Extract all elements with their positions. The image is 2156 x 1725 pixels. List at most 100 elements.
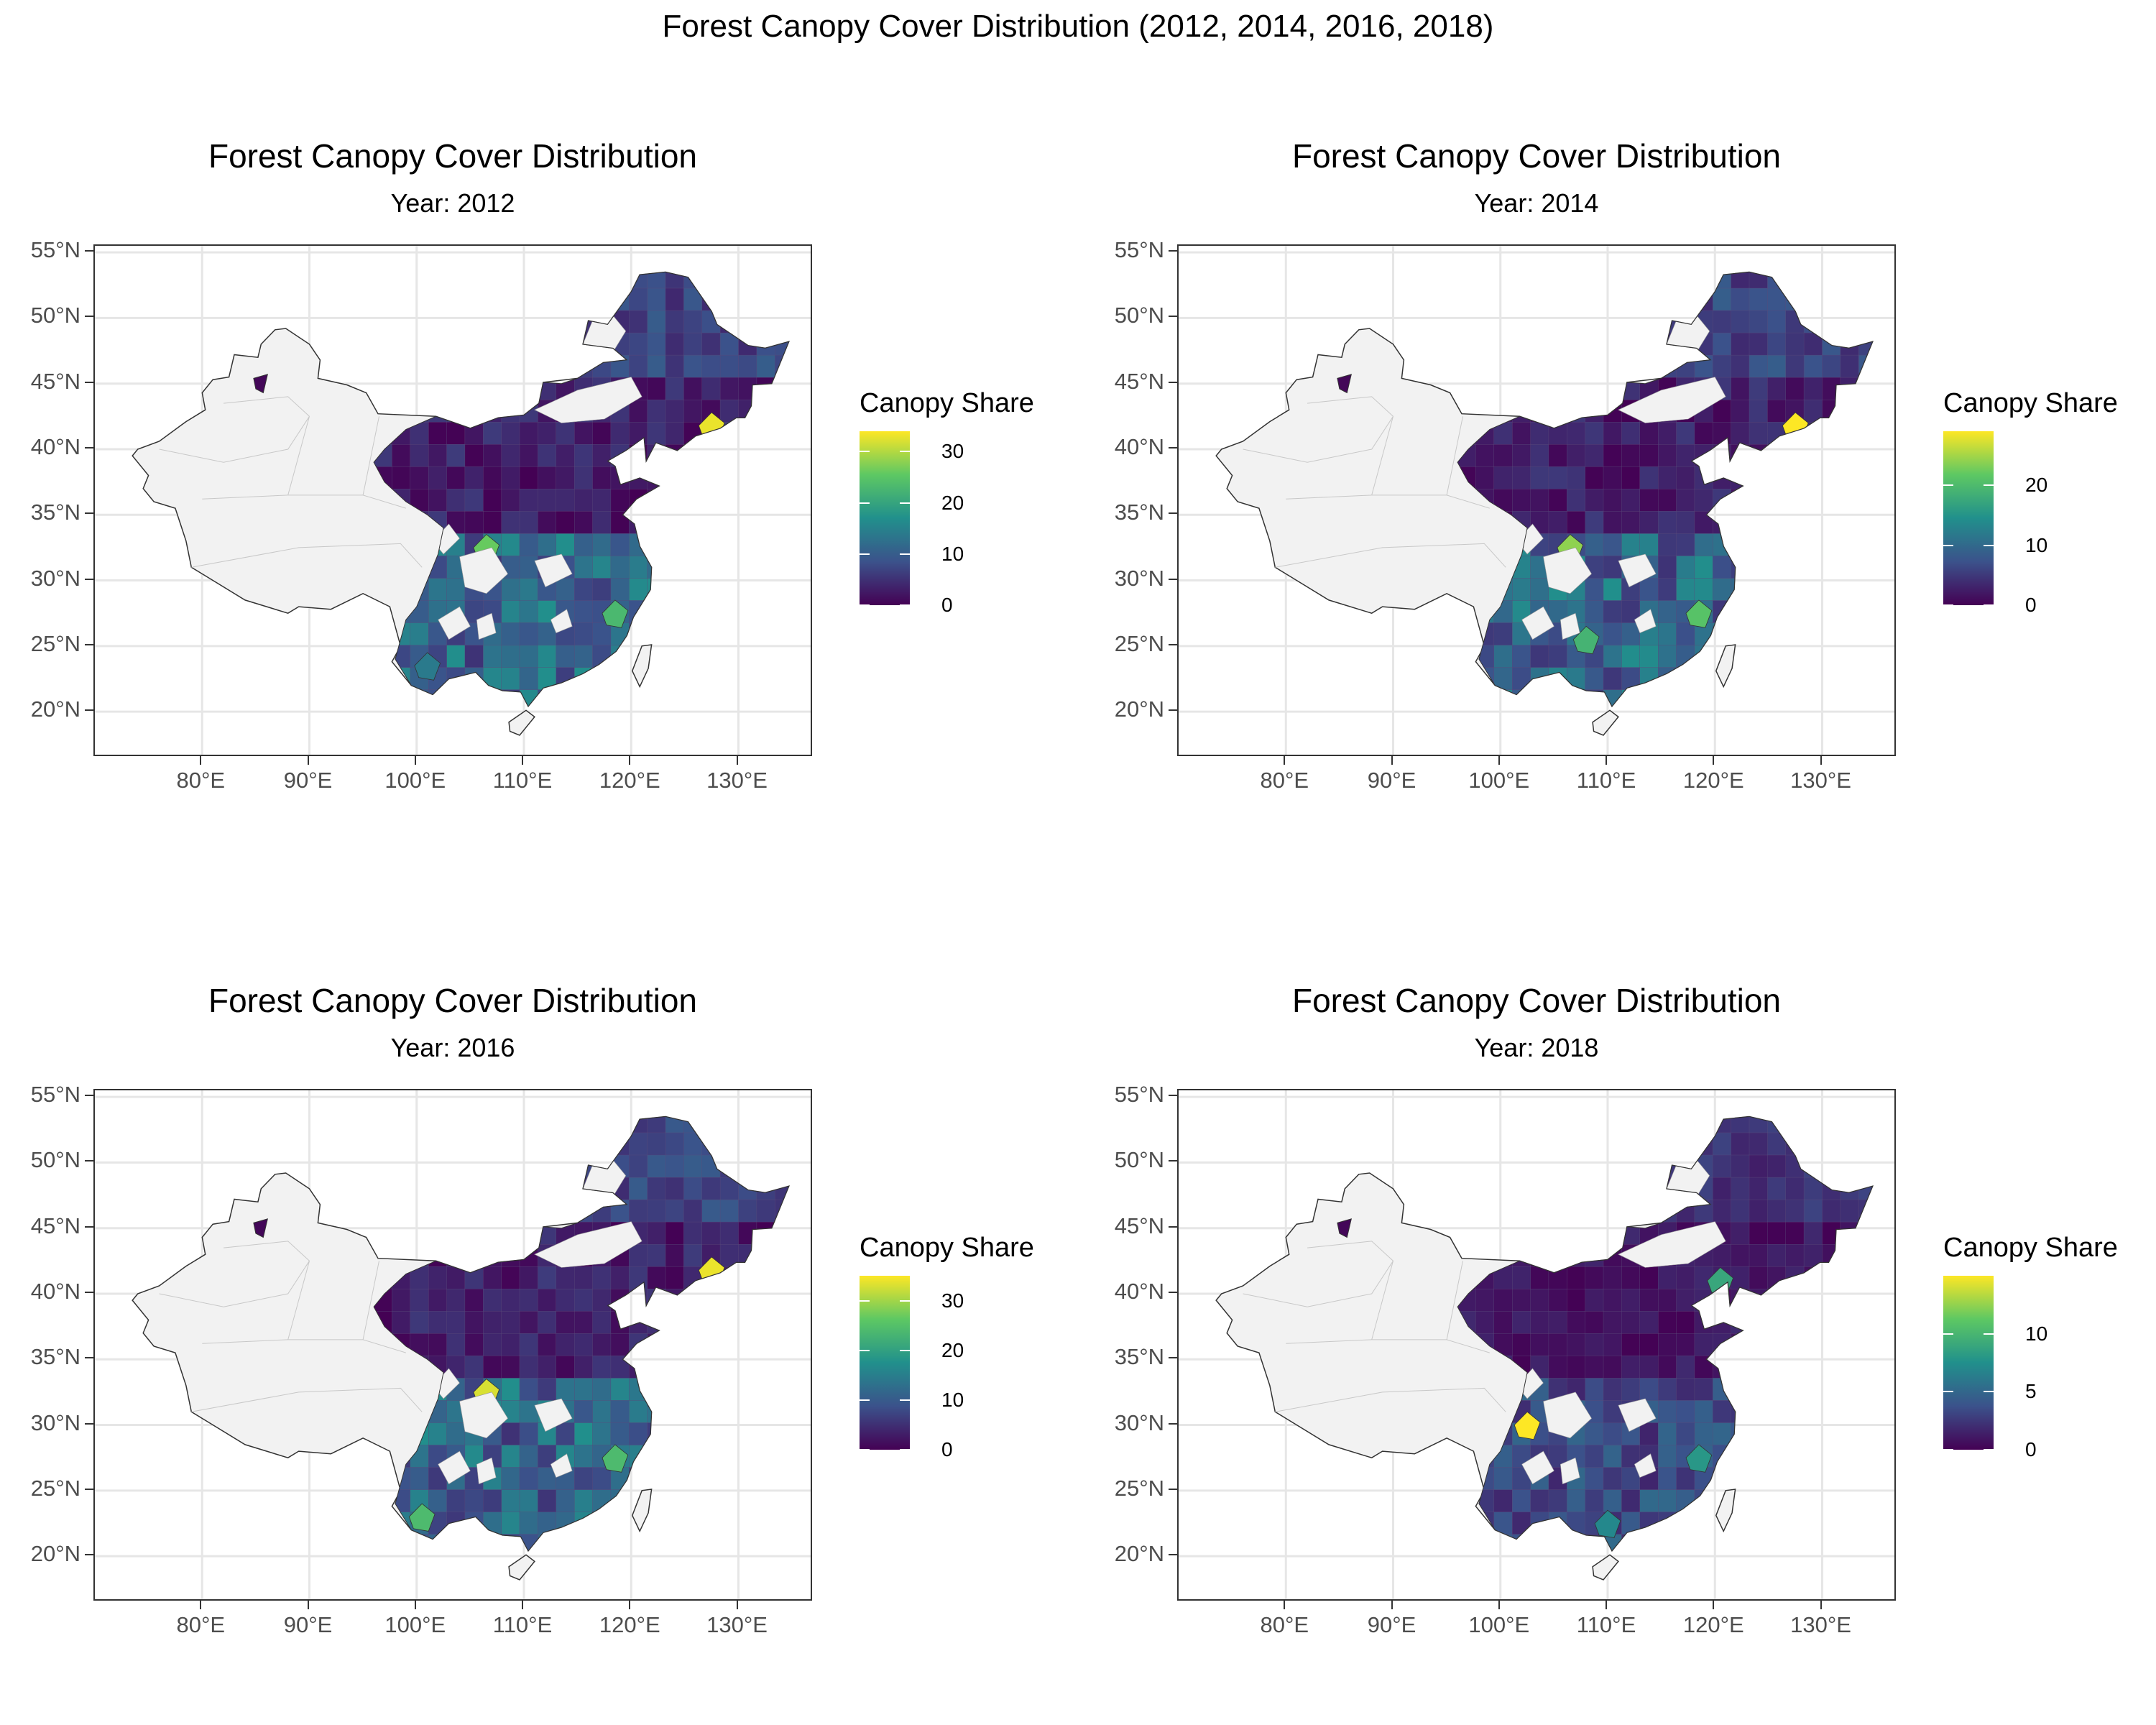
region-cell xyxy=(1694,1399,1714,1423)
region-cell xyxy=(1749,1377,1769,1401)
region-cell xyxy=(1731,1377,1750,1401)
region-cell xyxy=(1512,310,1531,334)
region-cell xyxy=(538,332,557,356)
region-cell xyxy=(1530,1288,1549,1312)
lat-tick-label: 55°N xyxy=(1114,1082,1164,1108)
region-cell xyxy=(556,1422,575,1445)
region-cell xyxy=(1803,488,1823,512)
region-cell xyxy=(519,421,539,445)
region-border xyxy=(202,494,406,509)
region-cell xyxy=(501,644,520,668)
region-cell xyxy=(1803,1154,1823,1178)
region-cell xyxy=(464,666,484,690)
region-cell xyxy=(1840,332,1860,356)
region-cell xyxy=(1530,1132,1549,1156)
region-cell xyxy=(775,555,789,579)
region-cell xyxy=(1585,399,1604,423)
region-cell xyxy=(538,1377,557,1401)
map-plot-area xyxy=(1177,1089,1896,1601)
region-cell xyxy=(1731,1177,1750,1200)
region-cell xyxy=(1822,1116,1841,1133)
region-cell xyxy=(1803,1333,1823,1356)
region-cell xyxy=(738,1489,757,1512)
region-cell xyxy=(647,1221,666,1245)
region-cell xyxy=(1858,1243,1873,1267)
lon-tick-label: 80°E xyxy=(176,768,226,793)
region-cell xyxy=(1676,272,1695,289)
region-cell xyxy=(1803,1221,1823,1245)
region-cell xyxy=(464,1154,484,1178)
region-cell xyxy=(1585,466,1604,489)
region-cell xyxy=(574,488,594,512)
region-cell xyxy=(719,1288,740,1312)
region-cell xyxy=(1803,399,1823,423)
lon-tick-label: 110°E xyxy=(1576,768,1636,793)
region-cell xyxy=(1621,644,1641,668)
region-cell xyxy=(501,1199,520,1223)
region-cell xyxy=(701,1221,721,1245)
region-cell xyxy=(738,1243,757,1267)
region-cell xyxy=(701,332,721,356)
region-cell xyxy=(1639,1199,1659,1223)
region-cell xyxy=(1676,1116,1695,1133)
region-cell xyxy=(556,1199,575,1223)
region-cell xyxy=(1731,1288,1750,1312)
region-cell xyxy=(556,1310,575,1334)
region-cell xyxy=(1858,1444,1873,1468)
region-cell xyxy=(1603,272,1623,289)
lat-tick-label: 20°N xyxy=(1114,1541,1164,1567)
region-cell xyxy=(483,421,502,445)
region-cell xyxy=(1512,1333,1531,1356)
lat-tick xyxy=(85,316,93,318)
region-cell xyxy=(756,1199,776,1223)
region-cell xyxy=(1840,1310,1860,1334)
lat-tick xyxy=(1169,512,1177,515)
region-cell xyxy=(1749,332,1769,356)
region-cell xyxy=(1694,443,1714,467)
region-cell xyxy=(1822,1377,1841,1401)
region-cell xyxy=(701,1511,721,1535)
region-cell xyxy=(428,1533,448,1551)
region-cell xyxy=(1840,1489,1860,1512)
lat-tick xyxy=(1169,250,1177,252)
no-data-region xyxy=(438,1450,471,1485)
region-cell xyxy=(519,1511,539,1535)
region-cell xyxy=(1493,1116,1513,1133)
region-cell xyxy=(1658,1444,1677,1468)
region-cell xyxy=(374,1116,393,1133)
region-cell xyxy=(756,1377,776,1401)
region-cell xyxy=(556,272,575,289)
region-cell xyxy=(1840,1399,1860,1423)
no-data-region xyxy=(476,1457,497,1485)
region-outline xyxy=(373,271,790,707)
region-cell xyxy=(1767,1243,1787,1267)
region-cell xyxy=(1548,272,1568,289)
region-cell xyxy=(1858,1116,1873,1133)
lat-tick-label: 30°N xyxy=(1114,1409,1164,1435)
region-cell xyxy=(1457,1533,1477,1551)
region-cell xyxy=(446,1489,466,1512)
region-cell xyxy=(374,377,393,400)
region-cell xyxy=(756,1333,776,1356)
region-cell xyxy=(683,599,703,623)
region-cell xyxy=(464,354,484,378)
region-cell xyxy=(501,288,520,311)
region-cell xyxy=(756,1466,776,1490)
region-cell xyxy=(592,1377,612,1401)
region-cell xyxy=(1803,1310,1823,1334)
region-cell xyxy=(592,488,612,512)
region-cell xyxy=(738,1288,757,1312)
region-cell xyxy=(446,1154,466,1178)
region-cell xyxy=(1822,354,1841,378)
region-cell xyxy=(592,1533,612,1551)
region-cell xyxy=(1567,1533,1586,1551)
region-cell xyxy=(1658,1355,1677,1379)
region-cell xyxy=(738,1266,757,1289)
region-cell xyxy=(701,666,721,690)
region-cell xyxy=(610,421,630,445)
region-cell xyxy=(519,689,539,707)
lat-tick-label: 30°N xyxy=(30,565,80,591)
lon-tick xyxy=(1606,1601,1607,1609)
region-cell xyxy=(538,689,557,707)
lat-tick-label: 50°N xyxy=(1114,303,1164,328)
